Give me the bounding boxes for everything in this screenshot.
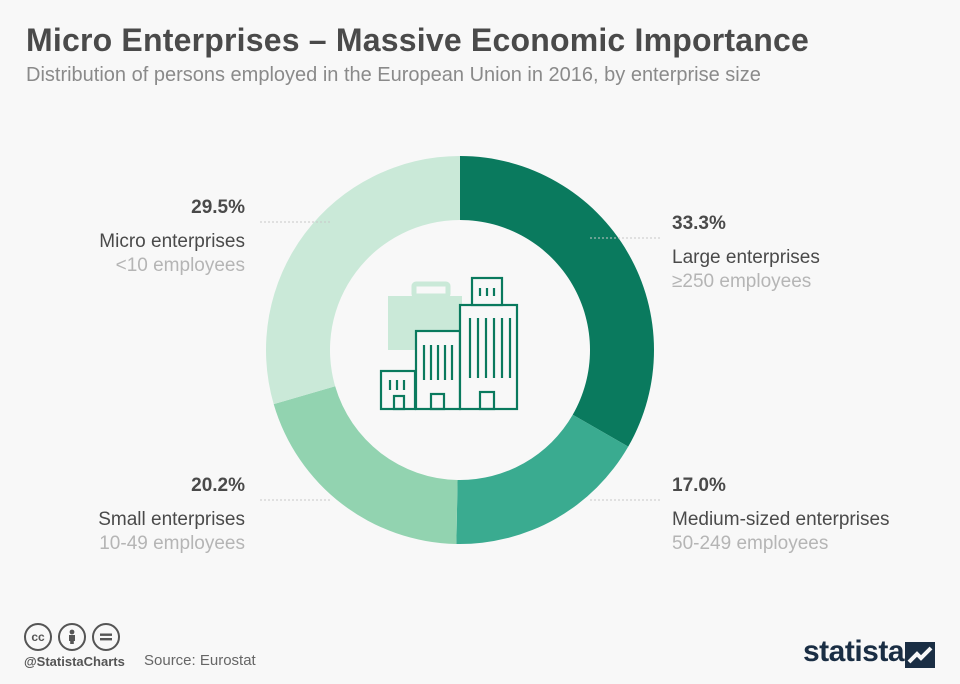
- slice-sublabel: <10 employees: [115, 255, 245, 276]
- slice-percent: 33.3%: [672, 213, 726, 234]
- equals-icon: [92, 623, 120, 651]
- person-icon: [58, 623, 86, 651]
- slice-label: 29.5% Micro enterprises <10 employees: [99, 196, 245, 278]
- statista-handle[interactable]: @StatistaCharts: [24, 654, 125, 669]
- slice-sublabel: 50-249 employees: [672, 533, 829, 554]
- slice-label: 33.3% Large enterprises ≥250 employees: [672, 212, 820, 294]
- statista-logo-icon: [905, 642, 935, 668]
- cc-icon: cc: [24, 623, 52, 651]
- slice-name: Small enterprises: [98, 509, 245, 530]
- slice-name: Medium-sized enterprises: [672, 509, 890, 530]
- slice-percent: 17.0%: [672, 475, 726, 496]
- page-subtitle: Distribution of persons employed in the …: [26, 64, 761, 86]
- slice-name: Micro enterprises: [99, 231, 245, 252]
- page-title: Micro Enterprises – Massive Economic Imp…: [26, 22, 810, 58]
- donut-slice-large-enterprises: [460, 156, 654, 447]
- slice-sublabel: 10-49 employees: [99, 533, 245, 554]
- slice-label: 20.2% Small enterprises 10-49 employees: [98, 474, 245, 556]
- source-note: Source: Eurostat: [144, 652, 256, 669]
- donut-slice-medium-sized-enterprises: [456, 414, 629, 544]
- slice-percent: 29.5%: [191, 197, 245, 218]
- slice-label: 17.0% Medium-sized enterprises 50-249 empl…: [672, 474, 890, 556]
- buildings-icon: [379, 276, 519, 411]
- statista-logo-text[interactable]: statista: [803, 635, 905, 668]
- donut-slice-small-enterprises: [273, 386, 458, 544]
- slice-name: Large enterprises: [672, 247, 820, 268]
- license-icons: cc: [24, 623, 120, 651]
- slice-percent: 20.2%: [191, 475, 245, 496]
- donut-slice-micro-enterprises: [266, 156, 460, 405]
- slice-sublabel: ≥250 employees: [672, 271, 812, 292]
